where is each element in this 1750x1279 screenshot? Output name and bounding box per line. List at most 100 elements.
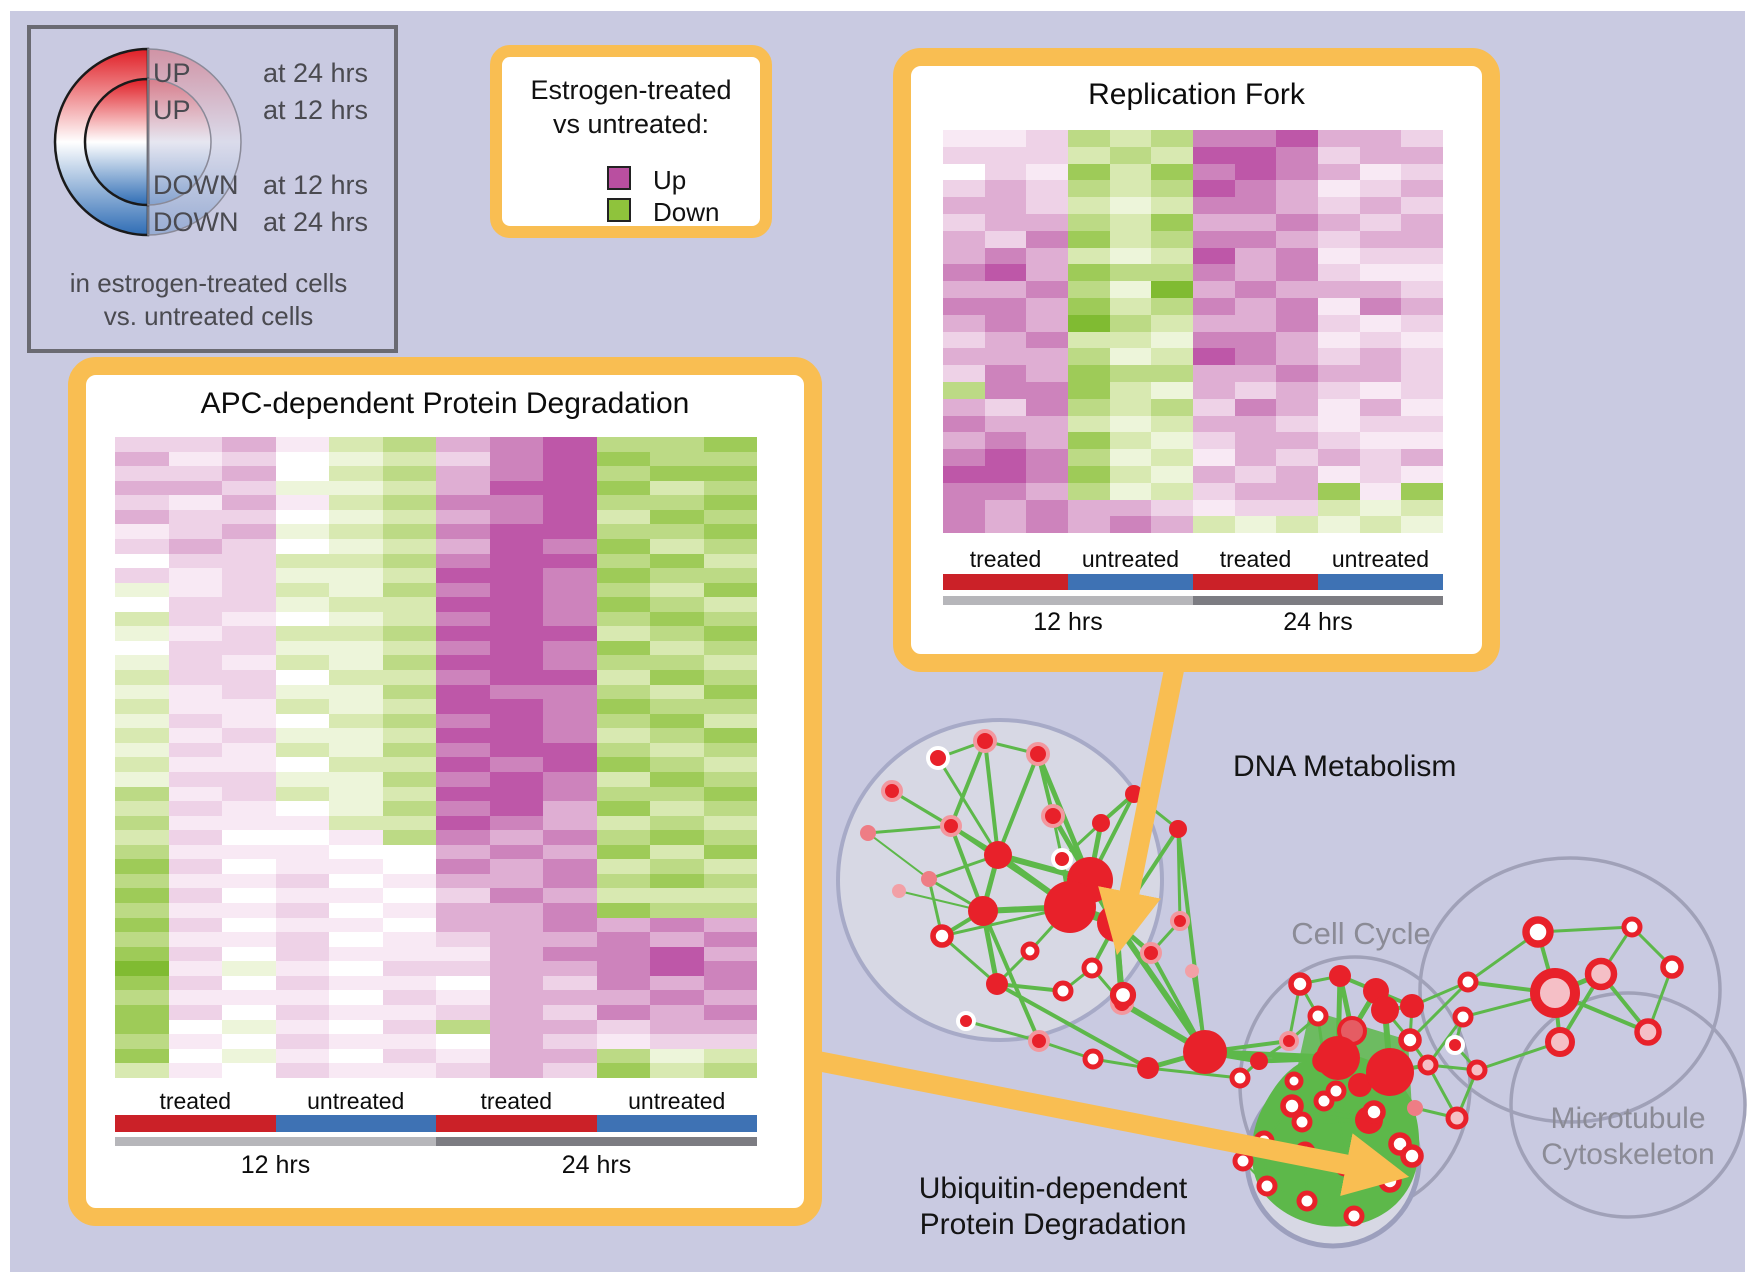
network-node [1316,1036,1360,1080]
heatmap-cell [275,553,329,569]
heatmap-cell [943,264,985,282]
heatmap-cell [275,873,329,889]
heatmap-cell [596,975,650,991]
heatmap-cell [703,961,757,976]
heatmap-cell [168,553,222,569]
network-edge [949,739,987,828]
heatmap-cell [275,684,329,700]
network-node [1445,1035,1465,1055]
heatmap-cell [596,757,650,772]
heatmap-cell [115,917,169,933]
heatmap-cell [489,466,543,481]
heatmap-cell [329,859,383,874]
heatmap-cell [703,509,757,525]
heatmap-cell [1401,213,1444,231]
heatmap-cell [703,917,757,933]
panel-apc-degradation: APC-dependent Protein Degradation treate… [68,357,822,1226]
heatmap-cell [275,582,329,598]
heatmap-cell [168,655,222,670]
cluster-microtubule-upper [1418,856,1722,1124]
heatmap-cell [382,728,436,743]
heatmap-cell [489,670,543,685]
heatmap-cell [168,670,222,685]
heatmap-cell [1359,482,1402,500]
heatmap-cell [1151,482,1194,500]
network-node [1140,942,1162,964]
heatmap-cell [1109,247,1152,265]
heatmap-cell [1401,264,1444,282]
heatmap-cell [984,449,1027,466]
heatmap-cell [115,553,169,569]
heatmap-cell [1234,314,1277,332]
heatmap-row [943,365,1444,382]
heatmap-cell [436,859,490,874]
heatmap-cell [168,903,222,918]
heatmap-cell [1401,482,1444,500]
heatmap-cell [275,757,329,772]
heatmap-cell [1109,331,1152,349]
network-node [968,896,998,926]
heatmap-cell [115,801,169,816]
heatmap-cell [650,1004,704,1020]
heatmap-cell [1193,331,1235,349]
heatmap-cell [984,264,1027,282]
network-node [1052,980,1074,1002]
apc-condition-labels: treated untreated treated untreated [115,1088,757,1114]
heatmap-cell [596,830,650,845]
heatmap-cell [1026,180,1069,198]
heatmap-cell [703,888,757,903]
heatmap-cell [222,451,276,467]
heatmap-cell [543,815,597,831]
heatmap-cell [1318,247,1360,265]
heatmap-cell [984,146,1027,164]
heatmap-cell [650,524,704,539]
network-node [1362,1100,1386,1124]
condition-group-bar [1318,574,1443,590]
heatmap-cell [222,742,276,758]
heatmap-cell [1193,213,1235,231]
heatmap-cell [984,297,1027,315]
heatmap-cell [650,742,704,758]
heatmap-cell [1109,449,1152,466]
heatmap-cell [275,1063,329,1078]
heatmap-cell [275,437,329,452]
heatmap-cell [115,975,169,991]
ring-direction-down-12: DOWN [153,170,239,200]
heatmap-cell [168,757,222,772]
heatmap-cell [1151,314,1194,332]
heatmap-cell [1318,482,1360,500]
heatmap-cell [1193,130,1235,147]
heatmap-row [943,482,1444,500]
heatmap-cell [1318,180,1360,198]
heatmap-cell [329,873,383,889]
heatmap-cell [168,917,222,933]
heatmap-cell [1359,516,1402,534]
network-node [973,729,997,753]
heatmap-cell [115,961,169,976]
heatmap-cell [943,130,985,147]
heatmap-cell [1359,163,1402,181]
heatmap-cell [222,917,276,933]
heatmap-cell [984,180,1027,198]
heatmap-cell [168,538,222,554]
heatmap-cell [943,499,985,517]
heatmap-cell [489,597,543,612]
heatmap-cell [329,932,383,947]
heatmap-cell [596,437,650,452]
heatmap-cell [1151,180,1194,198]
heatmap-cell [703,626,757,641]
heatmap-row [943,381,1444,399]
heatmap-cell [1109,432,1152,450]
heatmap-cell [329,538,383,554]
heatmap-cell [168,1034,222,1049]
heatmap-cell [1234,197,1277,214]
heatmap-cell [489,495,543,510]
heatmap-cell [1151,130,1194,147]
heatmap-cell [1401,297,1444,315]
heatmap-cell [168,466,222,481]
heatmap-row [943,281,1444,298]
heatmap-cell [543,757,597,772]
heatmap-cell [596,568,650,583]
condition-group-label: treated [969,546,1042,572]
heatmap-row [115,844,757,860]
